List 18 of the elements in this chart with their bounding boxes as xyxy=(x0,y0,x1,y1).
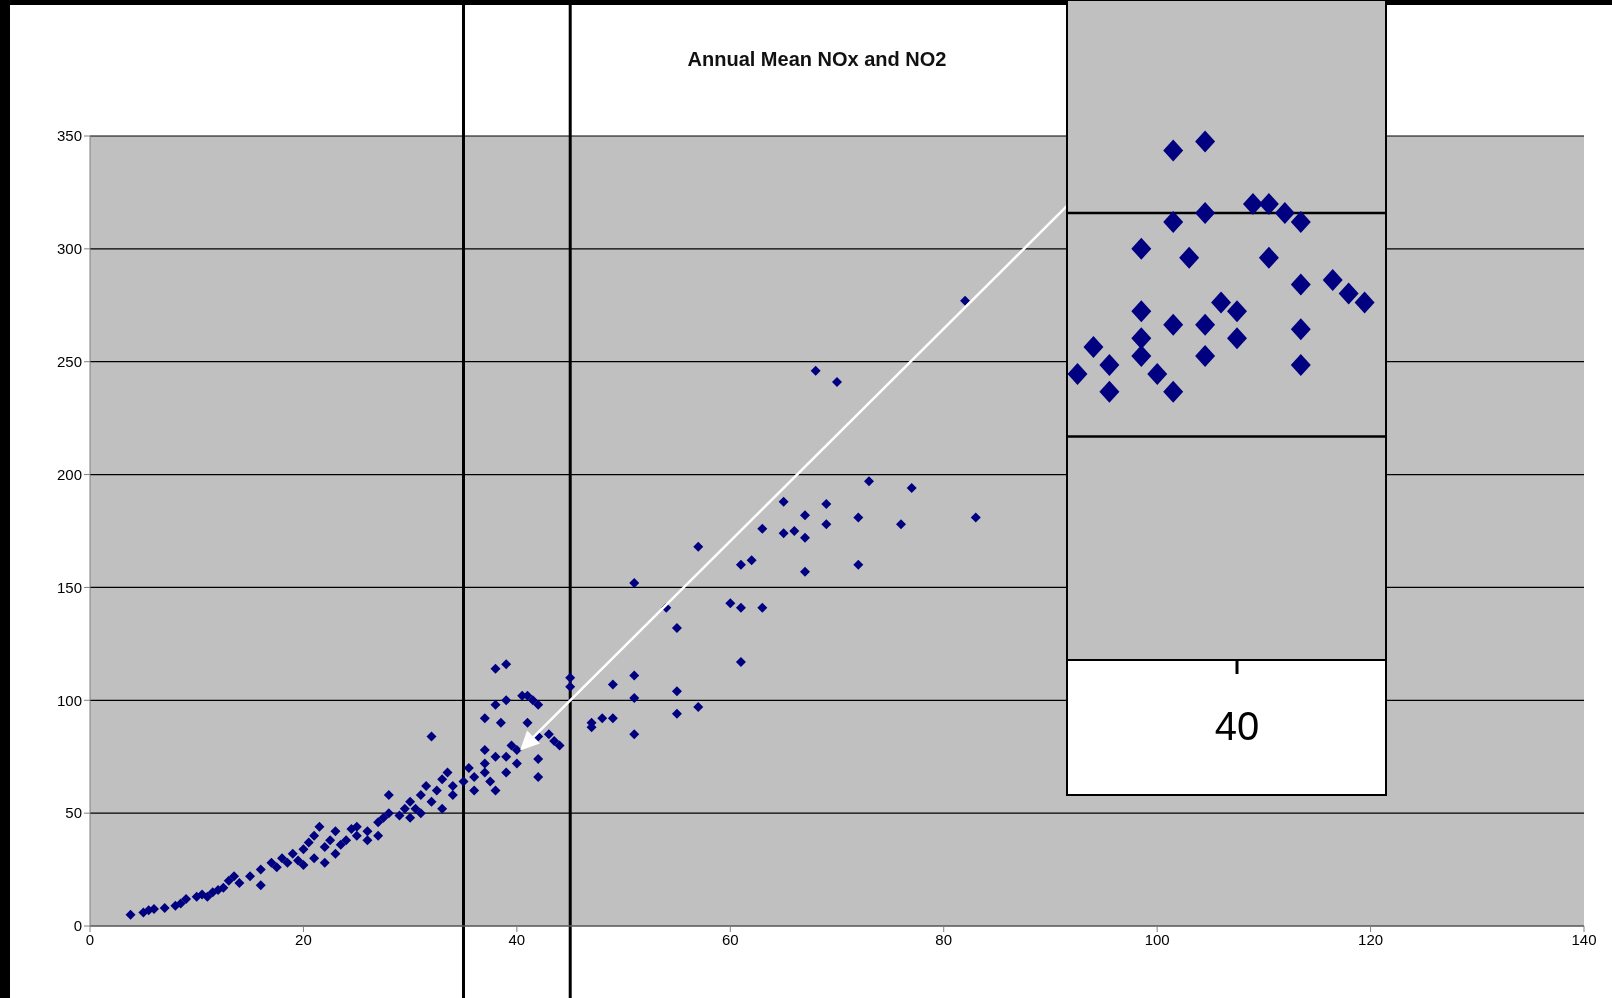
y-tick-label: 100 xyxy=(56,691,82,709)
x-tick-label: 80 xyxy=(935,930,953,948)
y-tick-label: 250 xyxy=(56,353,82,371)
y-tick-label: 150 xyxy=(56,578,82,596)
x-tick-label: 60 xyxy=(721,930,739,948)
x-tick-label: 40 xyxy=(508,930,526,948)
x-tick-label: 140 xyxy=(1571,930,1597,948)
y-tick-label: 50 xyxy=(65,804,82,822)
x-tick-label: 20 xyxy=(295,930,312,948)
annotation: 40 xyxy=(1214,704,1260,748)
chart-title: Annual Mean NOx and NO2 xyxy=(687,48,947,70)
y-tick-label: 200 xyxy=(56,465,82,483)
x-tick-label: 120 xyxy=(1358,930,1384,948)
x-tick-label: 0 xyxy=(85,930,95,948)
y-tick-label: 350 xyxy=(56,127,82,145)
x-tick-label: 100 xyxy=(1144,930,1170,948)
y-tick-label: 0 xyxy=(73,917,82,935)
y-tick-label: 300 xyxy=(56,240,82,258)
